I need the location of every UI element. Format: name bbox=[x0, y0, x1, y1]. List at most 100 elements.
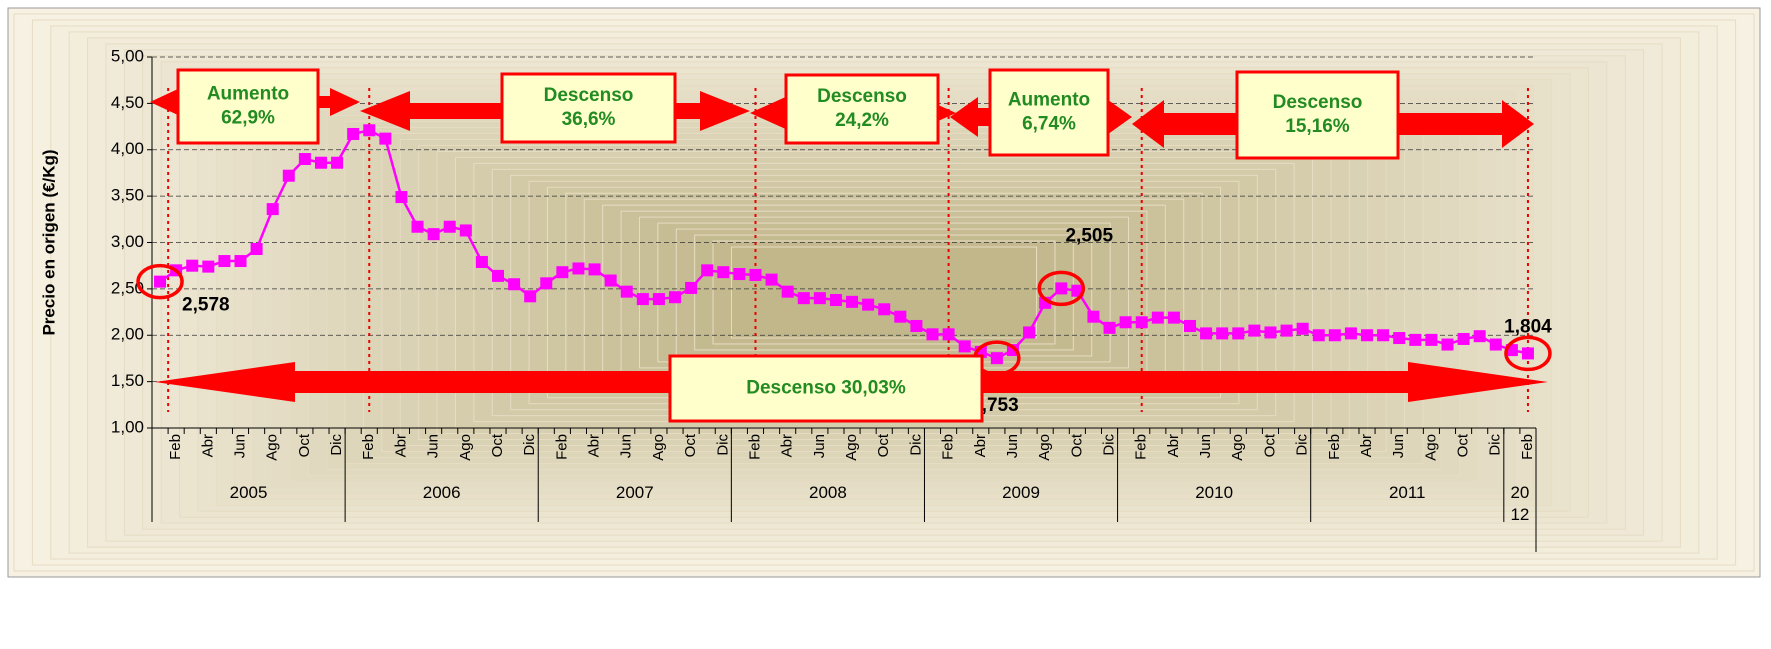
x-tick-label: Feb bbox=[940, 434, 957, 460]
marker bbox=[154, 275, 167, 288]
year-label: 2011 bbox=[1388, 483, 1426, 502]
marker bbox=[1489, 338, 1502, 351]
marker bbox=[749, 268, 762, 281]
year-label: 2008 bbox=[808, 483, 847, 502]
marker bbox=[829, 294, 842, 307]
y-tick-label: 1,50 bbox=[111, 371, 144, 390]
marker bbox=[492, 269, 504, 282]
x-tick-label: Abr bbox=[392, 434, 409, 457]
marker bbox=[604, 274, 617, 287]
x-tick-label: Feb bbox=[1326, 434, 1343, 460]
marker bbox=[347, 127, 360, 140]
marker bbox=[1055, 282, 1068, 295]
marker bbox=[717, 266, 730, 279]
marker bbox=[1457, 332, 1470, 345]
marker bbox=[395, 191, 408, 204]
marker bbox=[1167, 311, 1180, 324]
x-tick-label: Dic bbox=[1487, 434, 1504, 456]
x-tick-label: Abr bbox=[1358, 434, 1375, 457]
y-tick-label: 2,50 bbox=[111, 278, 144, 297]
marker bbox=[1103, 321, 1116, 334]
marker bbox=[1248, 324, 1261, 337]
annotation-text: Descenso 30,03% bbox=[746, 378, 906, 399]
y-tick-label: 5,00 bbox=[111, 46, 144, 65]
marker bbox=[733, 268, 746, 281]
marker bbox=[540, 277, 553, 290]
marker bbox=[524, 290, 537, 303]
x-tick-label: Abr bbox=[199, 434, 216, 457]
marker bbox=[765, 273, 778, 286]
y-tick-label: 3,50 bbox=[111, 186, 144, 205]
x-tick-label: Ago bbox=[650, 434, 667, 461]
x-tick-label: Oct bbox=[875, 433, 892, 457]
marker bbox=[1521, 347, 1534, 360]
marker bbox=[1184, 319, 1196, 332]
marker bbox=[1216, 327, 1229, 340]
x-tick-label: Feb bbox=[746, 434, 763, 460]
marker bbox=[218, 255, 231, 268]
marker bbox=[266, 203, 279, 216]
marker bbox=[314, 156, 327, 169]
x-tick-label: Feb bbox=[167, 434, 184, 460]
annotation-box bbox=[784, 73, 940, 145]
x-tick-label: Jun bbox=[1390, 434, 1407, 458]
x-tick-label: Feb bbox=[360, 434, 377, 460]
marker bbox=[298, 153, 311, 166]
marker bbox=[379, 132, 392, 145]
x-tick-label: Jun bbox=[1197, 434, 1214, 458]
annotation-box bbox=[988, 68, 1110, 157]
marker bbox=[669, 291, 682, 304]
x-tick-label: Dic bbox=[328, 434, 345, 456]
annotation-text: 62,9% bbox=[221, 108, 275, 129]
annotation-text: Aumento bbox=[1008, 90, 1090, 111]
marker bbox=[878, 303, 891, 316]
year-label: 2007 bbox=[615, 483, 654, 502]
marker bbox=[1361, 329, 1374, 342]
x-tick-label: Oct bbox=[1261, 433, 1278, 457]
marker bbox=[1312, 329, 1325, 342]
x-tick-label: Jun bbox=[425, 434, 442, 458]
marker bbox=[1409, 333, 1422, 346]
x-tick-label: Ago bbox=[1229, 434, 1246, 461]
x-tick-label: Ago bbox=[843, 434, 860, 461]
marker bbox=[1135, 316, 1148, 329]
x-tick-label: Dic bbox=[521, 434, 538, 456]
y-tick-label: 1,00 bbox=[111, 417, 144, 436]
marker bbox=[1232, 327, 1245, 340]
x-tick-label: Ago bbox=[264, 434, 281, 461]
marker bbox=[862, 298, 875, 311]
highlight-circle bbox=[136, 263, 184, 300]
highlight-circle bbox=[1037, 270, 1086, 307]
marker bbox=[459, 224, 472, 237]
annotation-text: Descenso bbox=[1273, 92, 1363, 113]
marker bbox=[1328, 329, 1341, 342]
annotation-text: 24,2% bbox=[835, 110, 889, 131]
marker bbox=[1151, 311, 1164, 324]
x-tick-label: Feb bbox=[1133, 434, 1150, 460]
y-tick-label: 4,50 bbox=[111, 93, 144, 112]
marker bbox=[894, 310, 907, 323]
marker bbox=[186, 259, 199, 272]
marker bbox=[1473, 330, 1486, 343]
x-tick-label: Dic bbox=[907, 434, 924, 456]
x-tick-label: Abr bbox=[779, 434, 796, 457]
marker bbox=[685, 281, 698, 294]
marker bbox=[910, 319, 923, 332]
marker bbox=[781, 285, 794, 298]
marker bbox=[1393, 332, 1406, 345]
marker bbox=[942, 328, 955, 341]
marker bbox=[1023, 326, 1036, 339]
marker bbox=[636, 293, 649, 306]
x-tick-label: Dic bbox=[714, 434, 731, 456]
annotation-box bbox=[668, 354, 984, 423]
year-label: 2012 bbox=[1510, 483, 1530, 524]
marker bbox=[475, 255, 488, 268]
y-tick-label: 4,00 bbox=[111, 139, 144, 158]
marker bbox=[443, 220, 456, 233]
x-tick-label: Ago bbox=[457, 434, 474, 461]
highlight-circle bbox=[1504, 335, 1552, 372]
x-tick-label: Jun bbox=[618, 434, 635, 458]
marker bbox=[202, 260, 215, 273]
marker bbox=[1296, 322, 1309, 335]
year-label: 2010 bbox=[1195, 483, 1234, 502]
